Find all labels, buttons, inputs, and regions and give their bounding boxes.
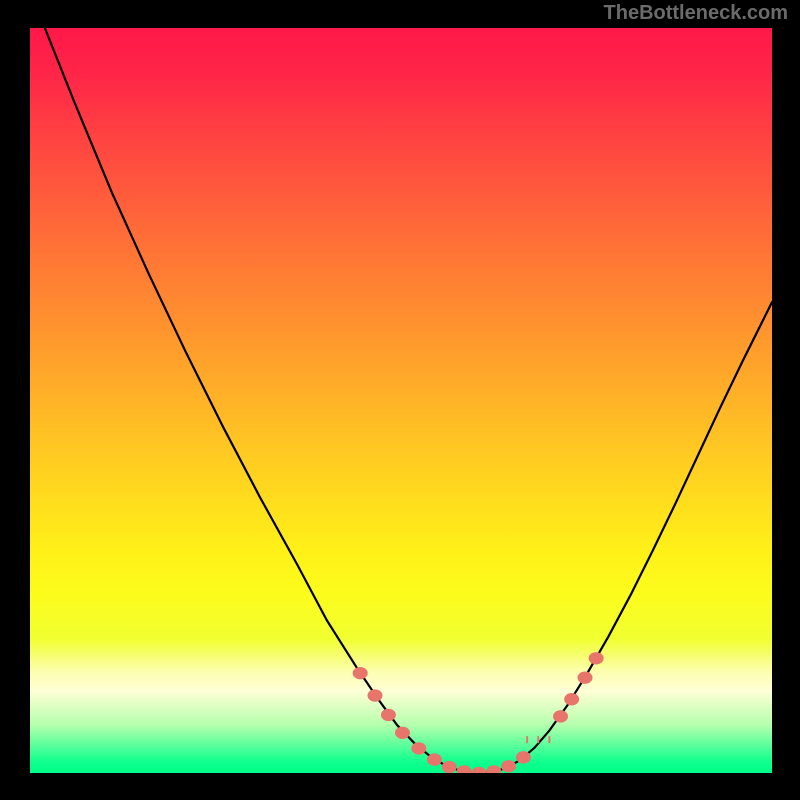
data-marker: [578, 671, 593, 683]
chart-svg: [30, 28, 772, 773]
data-marker: [427, 753, 442, 765]
plot-area: [30, 28, 772, 773]
data-marker: [501, 760, 516, 772]
watermark-text: TheBottleneck.com: [604, 2, 788, 25]
data-marker: [553, 710, 568, 722]
data-marker: [381, 709, 396, 721]
data-marker: [589, 652, 604, 664]
data-marker: [564, 693, 579, 705]
data-marker: [353, 667, 368, 679]
data-marker: [368, 689, 383, 701]
chart-container: TheBottleneck.com: [0, 0, 800, 800]
data-marker: [516, 751, 531, 763]
data-marker: [442, 761, 457, 773]
gradient-background: [30, 28, 772, 773]
data-marker: [411, 742, 426, 754]
data-marker: [395, 727, 410, 739]
